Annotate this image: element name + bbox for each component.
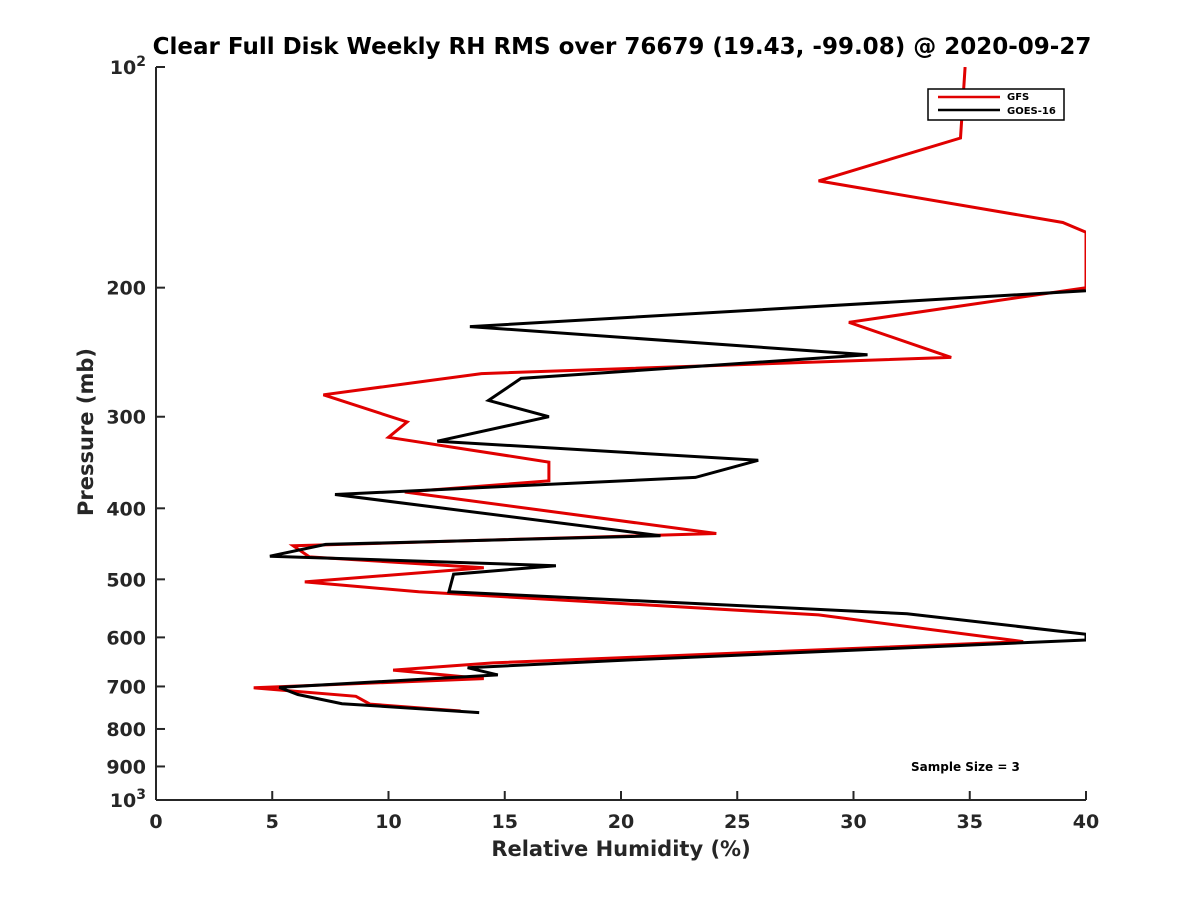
x-tick-label: 40	[1073, 811, 1099, 833]
x-axis-ticks: 0 5 10 15 20 25 30 35 40	[149, 791, 1099, 833]
x-tick-label: 10	[375, 811, 401, 833]
y-tick-label: 400	[106, 498, 146, 520]
legend-label-goes-16: GOES-16	[1007, 106, 1056, 117]
x-axis-label: Relative Humidity (%)	[491, 837, 750, 861]
x-tick-label: 30	[840, 811, 866, 833]
x-tick-label: 35	[957, 811, 983, 833]
y-tick-label: 600	[106, 627, 146, 649]
y-tick-label: 300	[106, 407, 146, 429]
y-tick-label: 500	[106, 569, 146, 591]
x-tick-label: 20	[608, 811, 634, 833]
legend-box	[927, 88, 1065, 121]
y-tick-label: 200	[106, 278, 146, 300]
series-line-gfs	[253, 67, 1086, 713]
sample-size-annotation: Sample Size = 3	[911, 760, 1020, 774]
legend-label-gfs: GFS	[1007, 92, 1029, 103]
x-tick-label: 5	[266, 811, 279, 833]
y-axis-ticks: 102 200 300 400 500 600 700 800 900 103	[106, 54, 165, 812]
x-tick-label: 25	[724, 811, 750, 833]
y-axis-label: Pressure (mb)	[74, 348, 98, 516]
x-tick-label: 15	[492, 811, 518, 833]
y-tick-label: 700	[106, 676, 146, 698]
y-tick-label: 102	[110, 54, 146, 79]
x-tick-label: 0	[149, 811, 162, 833]
series-layer	[253, 67, 1086, 715]
legend: GFS GOES-16	[927, 88, 1065, 121]
series-line-goes-16	[269, 289, 1086, 715]
y-tick-label: 103	[110, 787, 146, 812]
y-tick-label: 800	[106, 719, 146, 741]
chart-title: Clear Full Disk Weekly RH RMS over 76679…	[153, 34, 1092, 60]
y-tick-label: 900	[106, 756, 146, 778]
